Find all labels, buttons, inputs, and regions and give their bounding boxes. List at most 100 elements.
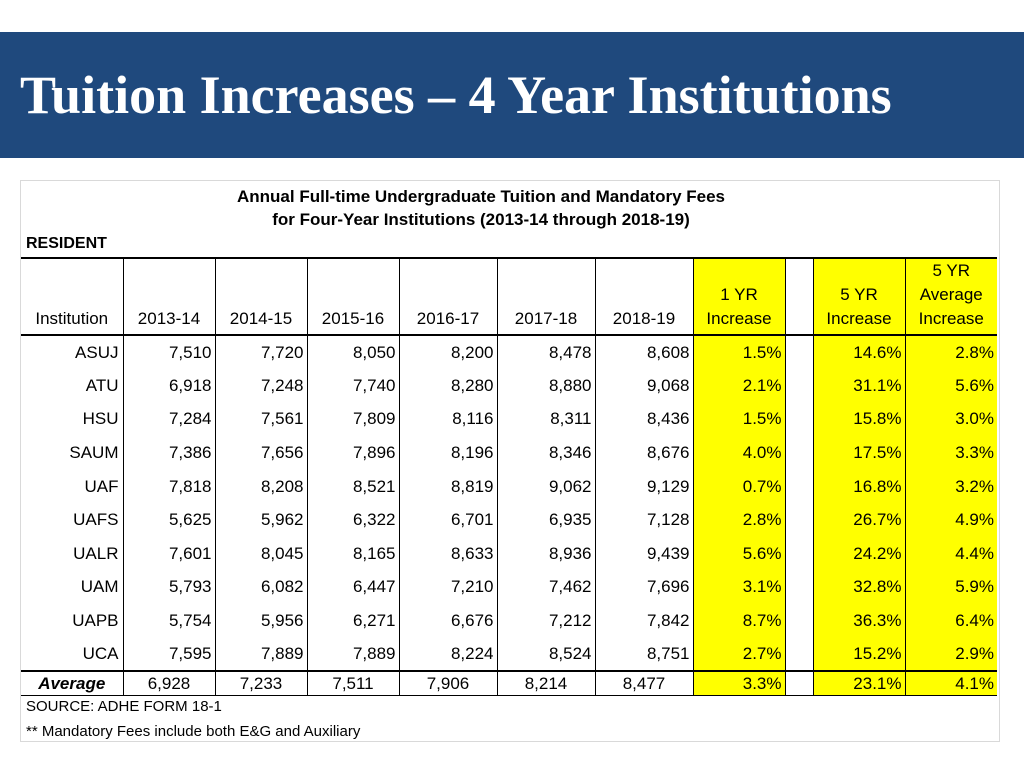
header-5yr-avg-line3: Increase	[918, 309, 984, 328]
tuition-cell: 7,842	[595, 604, 694, 638]
table-row: UAFS 5,625 5,962 6,322 6,701 6,935 7,128 2.8% 26…	[21, 503, 997, 537]
tuition-cell: 7,601	[123, 536, 216, 571]
table-heading-line2: for Four-Year Institutions (2013-14 thro…	[272, 210, 690, 229]
tuition-cell: 8,208	[215, 469, 308, 504]
5yr-increase-cell: 32.8%	[813, 570, 906, 605]
tuition-cell: 6,918	[123, 369, 216, 403]
header-5yr-increase: 5 YR Increase	[813, 257, 906, 336]
gap-cell	[785, 604, 814, 638]
average-row: Average 6,928 7,233 7,511 7,906 8,214 8,…	[21, 670, 997, 696]
tuition-cell: 7,386	[123, 436, 216, 470]
tuition-cell: 8,165	[307, 536, 400, 571]
average-5yr-increase: 23.1%	[813, 670, 906, 696]
tuition-cell: 7,561	[215, 402, 308, 437]
tuition-cell: 8,045	[215, 536, 308, 571]
tuition-cell: 7,510	[123, 335, 216, 369]
table-row: SAUM 7,386 7,656 7,896 8,196 8,346 8,676 4.0% 17…	[21, 436, 997, 470]
section-label: RESIDENT	[26, 235, 107, 252]
tuition-cell: 7,210	[399, 570, 498, 605]
tuition-cell: 8,936	[497, 536, 596, 571]
tuition-cell: 7,595	[123, 637, 216, 672]
header-1yr-line2: Increase	[706, 309, 772, 328]
average-2017-18: 8,214	[497, 670, 596, 696]
gap-cell	[785, 335, 814, 369]
tuition-cell: 8,751	[595, 637, 694, 672]
gap-cell	[785, 570, 814, 605]
tuition-cell: 6,447	[307, 570, 400, 605]
gap-cell	[785, 436, 814, 470]
header-1yr-line1: 1 YR	[720, 285, 758, 304]
average-2016-17: 7,906	[399, 670, 498, 696]
5yr-increase-cell: 24.2%	[813, 536, 906, 571]
institution-cell: ATU	[21, 369, 124, 403]
tuition-cell: 8,880	[497, 369, 596, 403]
header-2017-18: 2017-18	[497, 257, 596, 336]
table-heading-line1: Annual Full-time Undergraduate Tuition a…	[237, 187, 725, 206]
institution-cell: ASUJ	[21, 335, 124, 369]
5yr-increase-cell: 31.1%	[813, 369, 906, 403]
1yr-increase-cell: 1.5%	[693, 335, 786, 369]
tuition-cell: 5,625	[123, 503, 216, 537]
tuition-cell: 5,956	[215, 604, 308, 638]
table-row: ATU 6,918 7,248 7,740 8,280 8,880 9,068 2.1% 31.…	[21, 369, 997, 403]
average-label: Average	[21, 670, 124, 696]
gap-cell	[785, 503, 814, 537]
average-gap	[785, 670, 814, 696]
tuition-cell: 8,116	[399, 402, 498, 437]
tuition-cell: 6,676	[399, 604, 498, 638]
header-2014-15: 2014-15	[215, 257, 308, 336]
header-5yr-line2: Increase	[826, 309, 892, 328]
5yr-average-increase-cell: 6.4%	[905, 604, 997, 638]
tuition-cell: 7,462	[497, 570, 596, 605]
average-2015-16: 7,511	[307, 670, 400, 696]
institution-cell: SAUM	[21, 436, 124, 470]
tuition-cell: 6,271	[307, 604, 400, 638]
5yr-average-increase-cell: 3.3%	[905, 436, 997, 470]
table-row: UAM 5,793 6,082 6,447 7,210 7,462 7,696 3.1% 32.…	[21, 570, 997, 605]
tuition-cell: 8,346	[497, 436, 596, 470]
5yr-increase-cell: 26.7%	[813, 503, 906, 537]
institution-cell: UAM	[21, 570, 124, 605]
header-2015-16: 2015-16	[307, 257, 400, 336]
table-row: UCA 7,595 7,889 7,889 8,224 8,524 8,751 2.7% 15.…	[21, 637, 997, 672]
table-row: UALR 7,601 8,045 8,165 8,633 8,936 9,439 5.6% 24…	[21, 536, 997, 571]
tuition-cell: 5,962	[215, 503, 308, 537]
slide-title: Tuition Increases – 4 Year Institutions	[20, 65, 892, 125]
table-row: HSU 7,284 7,561 7,809 8,116 8,311 8,436 1.5% 15.…	[21, 402, 997, 437]
gap-cell	[785, 536, 814, 571]
header-5yr-avg-line1: 5 YR	[932, 261, 971, 280]
tuition-cell: 8,676	[595, 436, 694, 470]
average-2018-19: 8,477	[595, 670, 694, 696]
5yr-increase-cell: 17.5%	[813, 436, 906, 470]
tuition-cell: 9,129	[595, 469, 694, 504]
1yr-increase-cell: 2.7%	[693, 637, 786, 672]
tuition-cell: 8,478	[497, 335, 596, 369]
table-header-row: Institution 2013-14 2014-15 2015-16 2016…	[21, 257, 997, 336]
tuition-cell: 8,200	[399, 335, 498, 369]
table-row: UAPB 5,754 5,956 6,271 6,676 7,212 7,842 8.7% 36…	[21, 604, 997, 638]
footnote: ** Mandatory Fees include both E&G and A…	[26, 723, 361, 740]
header-5yr-average-increase: 5 YR Average Increase	[905, 257, 997, 336]
header-1yr-increase: 1 YR Increase	[693, 257, 786, 336]
5yr-average-increase-cell: 2.8%	[905, 335, 997, 369]
table-row: ASUJ 7,510 7,720 8,050 8,200 8,478 8,608 1.5% 14…	[21, 335, 997, 369]
tuition-cell: 6,701	[399, 503, 498, 537]
tuition-cell: 5,793	[123, 570, 216, 605]
tuition-cell: 8,524	[497, 637, 596, 672]
table-panel: Annual Full-time Undergraduate Tuition a…	[20, 180, 1000, 742]
1yr-increase-cell: 2.8%	[693, 503, 786, 537]
gap-cell	[785, 469, 814, 504]
tuition-cell: 6,082	[215, 570, 308, 605]
tuition-cell: 7,128	[595, 503, 694, 537]
average-2013-14: 6,928	[123, 670, 216, 696]
table-heading: Annual Full-time Undergraduate Tuition a…	[21, 185, 941, 231]
header-5yr-avg-line2: Average	[919, 285, 983, 304]
header-institution: Institution	[21, 257, 124, 336]
average-2014-15: 7,233	[215, 670, 308, 696]
tuition-table: Institution 2013-14 2014-15 2015-16 2016…	[21, 257, 997, 696]
tuition-cell: 7,248	[215, 369, 308, 403]
institution-cell: UAPB	[21, 604, 124, 638]
tuition-cell: 9,439	[595, 536, 694, 571]
tuition-cell: 7,720	[215, 335, 308, 369]
average-1yr-increase: 3.3%	[693, 670, 786, 696]
